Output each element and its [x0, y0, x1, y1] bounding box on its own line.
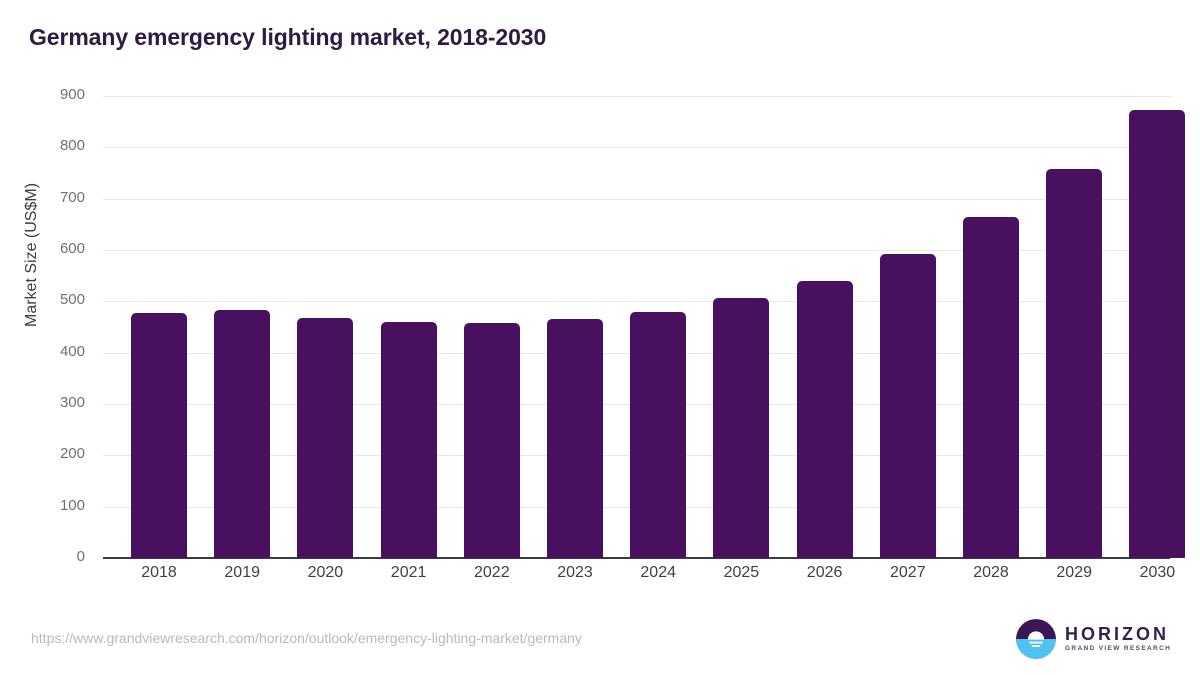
x-axis-tick-label-2019: 2019 [224, 564, 260, 581]
y-axis-title: Market Size (US$M) [23, 182, 40, 327]
horizon-sunrise-icon [1016, 619, 1056, 659]
x-axis-tick-label-2030: 2030 [1139, 564, 1176, 581]
logo-wordmark: HORIZON [1065, 624, 1169, 645]
x-axis-tick-label-2022: 2022 [474, 564, 510, 581]
page-title: Germany emergency lighting market, 2018-… [29, 24, 547, 50]
bar-2027[interactable] [879, 253, 936, 558]
bar-2023[interactable] [547, 319, 603, 558]
gridline [103, 250, 1170, 251]
bar-2029[interactable] [1046, 168, 1103, 558]
x-axis-line [103, 557, 1170, 559]
x-axis-tick-label-2024: 2024 [640, 564, 676, 581]
gridline [103, 198, 1170, 200]
logo-text: HORIZON GRAND VIEW RESEARCH [1065, 625, 1171, 653]
x-axis-tick-label-2023: 2023 [557, 564, 593, 581]
bar-2021[interactable] [380, 321, 437, 558]
gridline [103, 301, 1170, 303]
bar-2026[interactable] [796, 280, 853, 558]
x-axis-tick-label-2028: 2028 [973, 564, 1009, 581]
bar-2020[interactable] [297, 317, 354, 558]
bar-2022[interactable] [463, 322, 520, 558]
logo-tagline: GRAND VIEW RESEARCH [1065, 645, 1172, 653]
bar-2019[interactable] [214, 309, 271, 558]
bar-2024[interactable] [630, 312, 687, 558]
x-axis-tick-label-2027: 2027 [890, 564, 926, 581]
bar-2030[interactable] [1129, 109, 1186, 558]
horizon-logo[interactable]: HORIZON GRAND VIEW RESEARCH [1016, 617, 1171, 661]
gridline [103, 96, 1170, 97]
x-axis-tick-label-2026: 2026 [806, 564, 843, 581]
x-axis-tick-label-2025: 2025 [723, 564, 760, 581]
x-axis-tick-label-2021: 2021 [390, 564, 427, 581]
gridline [103, 147, 1170, 149]
bar-2018[interactable] [131, 312, 187, 558]
x-axis-tick-label-2018: 2018 [141, 564, 177, 581]
plot-area: 0 100 200 300 400 500 600 700 800 900 2018 2019 202… [60, 86, 1186, 581]
source-url[interactable]: https://www.grandviewresearch.com/horizo… [31, 630, 582, 646]
x-axis-tick-label-2020: 2020 [307, 564, 344, 581]
x-axis-tick-label-2029: 2029 [1056, 564, 1092, 581]
bar-2028[interactable] [963, 216, 1019, 558]
bar-2025[interactable] [713, 298, 770, 558]
